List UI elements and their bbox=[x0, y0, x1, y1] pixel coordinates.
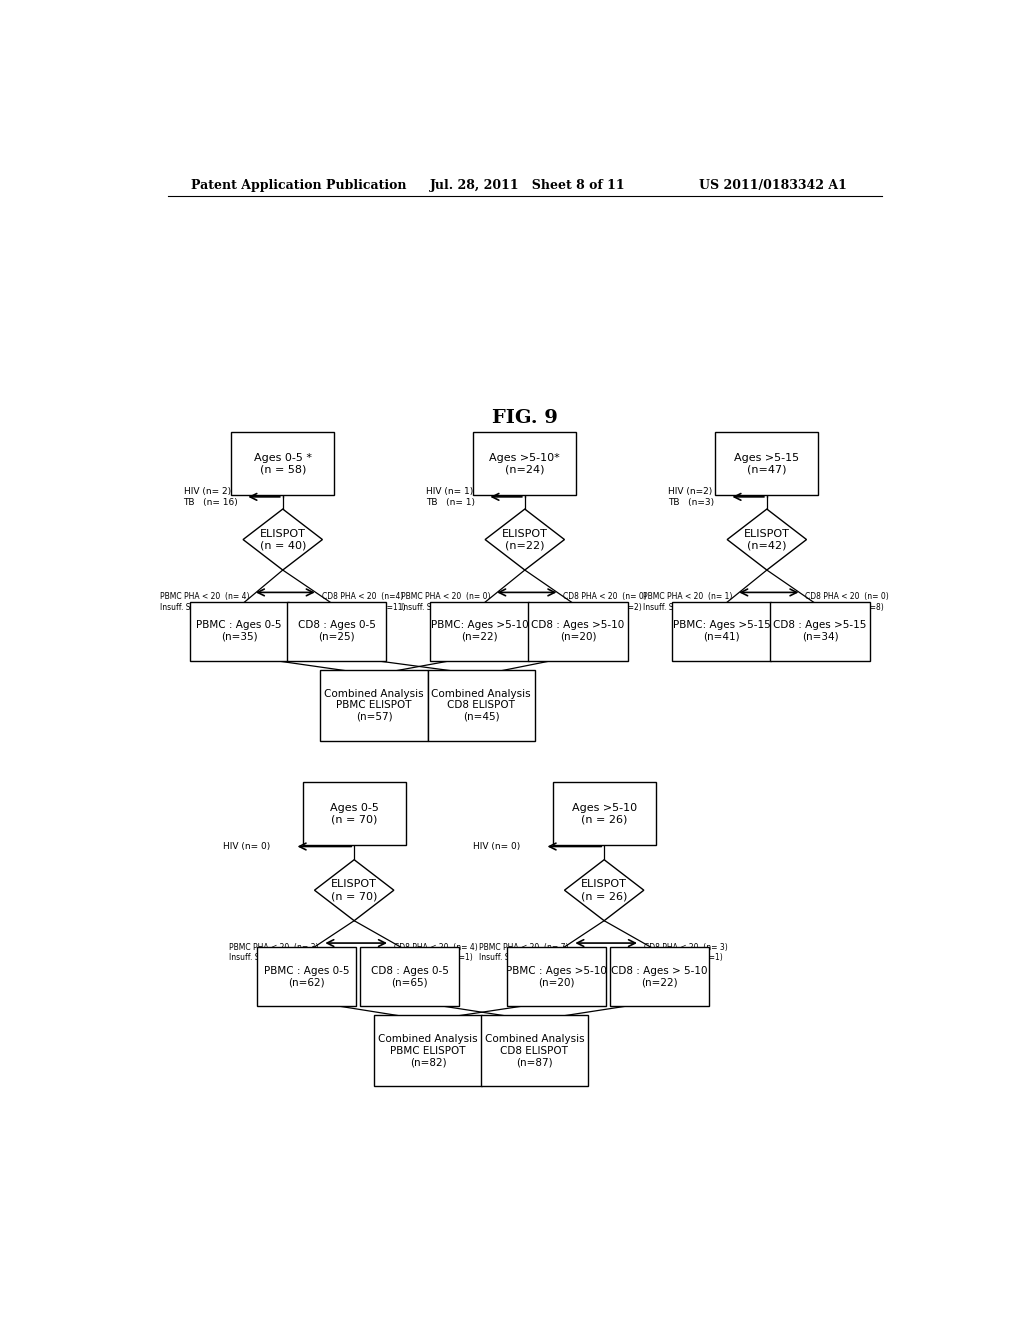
FancyBboxPatch shape bbox=[473, 432, 577, 495]
FancyBboxPatch shape bbox=[610, 948, 710, 1006]
Polygon shape bbox=[314, 859, 394, 921]
FancyBboxPatch shape bbox=[716, 432, 818, 495]
Text: ELISPOT
(n = 40): ELISPOT (n = 40) bbox=[259, 529, 306, 550]
Text: CD8 PHA < 20  (n=4)
Insuff. Sample (n=11): CD8 PHA < 20 (n=4) Insuff. Sample (n=11) bbox=[322, 593, 406, 611]
Text: Jul. 28, 2011   Sheet 8 of 11: Jul. 28, 2011 Sheet 8 of 11 bbox=[430, 180, 626, 193]
Text: HIV (n= 0): HIV (n= 0) bbox=[223, 842, 270, 851]
Text: ELISPOT
(n=22): ELISPOT (n=22) bbox=[502, 529, 548, 550]
Text: CD8 : Ages > 5-10
(n=22): CD8 : Ages > 5-10 (n=22) bbox=[611, 966, 708, 987]
FancyBboxPatch shape bbox=[375, 1015, 481, 1086]
Text: Combined Analysis
PBMC ELISPOT
(n=82): Combined Analysis PBMC ELISPOT (n=82) bbox=[378, 1034, 478, 1068]
FancyBboxPatch shape bbox=[770, 602, 869, 660]
Text: Combined Analysis
CD8 ELISPOT
(n=87): Combined Analysis CD8 ELISPOT (n=87) bbox=[484, 1034, 584, 1068]
FancyBboxPatch shape bbox=[507, 948, 606, 1006]
FancyBboxPatch shape bbox=[672, 602, 771, 660]
Text: PBMC PHA < 20  (n= 7)
Insuff. Sample (n=3): PBMC PHA < 20 (n= 7) Insuff. Sample (n=3… bbox=[479, 942, 568, 962]
Text: PBMC: Ages >5-15
(n=41): PBMC: Ages >5-15 (n=41) bbox=[673, 620, 770, 642]
Text: Combined Analysis
CD8 ELISPOT
(n=45): Combined Analysis CD8 ELISPOT (n=45) bbox=[431, 689, 531, 722]
Text: US 2011/0183342 A1: US 2011/0183342 A1 bbox=[699, 180, 847, 193]
FancyBboxPatch shape bbox=[430, 602, 529, 660]
Text: PBMC PHA < 20  (n= 0)
Insuff. Sample (n=0): PBMC PHA < 20 (n= 0) Insuff. Sample (n=0… bbox=[400, 593, 490, 611]
Text: ELISPOT
(n = 26): ELISPOT (n = 26) bbox=[581, 879, 628, 902]
Text: Ages >5-15
(n=47): Ages >5-15 (n=47) bbox=[734, 453, 800, 474]
Text: CD8 PHA < 20  (n= 0)
Insuff. Sample (n=2): CD8 PHA < 20 (n= 0) Insuff. Sample (n=2) bbox=[563, 593, 647, 611]
Text: CD8 PHA < 20  (n= 0)
Insuff. Sample (n=8): CD8 PHA < 20 (n= 0) Insuff. Sample (n=8) bbox=[805, 593, 889, 611]
FancyBboxPatch shape bbox=[528, 602, 628, 660]
Text: HIV (n= 2)
TB   (n= 16): HIV (n= 2) TB (n= 16) bbox=[183, 487, 239, 507]
FancyBboxPatch shape bbox=[287, 602, 386, 660]
Text: Ages >5-10*
(n=24): Ages >5-10* (n=24) bbox=[489, 453, 560, 474]
Text: PBMC PHA < 20  (n= 4)
Insuff. Sample (n=1): PBMC PHA < 20 (n= 4) Insuff. Sample (n=1… bbox=[160, 593, 249, 611]
FancyBboxPatch shape bbox=[480, 1015, 588, 1086]
Text: Combined Analysis
PBMC ELISPOT
(n=57): Combined Analysis PBMC ELISPOT (n=57) bbox=[325, 689, 424, 722]
Text: PBMC PHA < 20  (n= 3)
Insuff. Sample (n=5): PBMC PHA < 20 (n= 3) Insuff. Sample (n=5… bbox=[229, 942, 318, 962]
Text: ELISPOT
(n = 70): ELISPOT (n = 70) bbox=[331, 879, 378, 902]
Text: CD8 : Ages >5-10
(n=20): CD8 : Ages >5-10 (n=20) bbox=[531, 620, 625, 642]
Text: HIV (n= 0): HIV (n= 0) bbox=[473, 842, 520, 851]
Text: PBMC PHA < 20  (n= 1)
Insuff. Sample (n=0): PBMC PHA < 20 (n= 1) Insuff. Sample (n=0… bbox=[643, 593, 732, 611]
Text: Ages 0-5
(n = 70): Ages 0-5 (n = 70) bbox=[330, 803, 379, 825]
Polygon shape bbox=[485, 510, 564, 570]
Polygon shape bbox=[243, 510, 323, 570]
FancyBboxPatch shape bbox=[231, 432, 334, 495]
Text: CD8 PHA < 20  (n= 3)
Insuff. Sample (n=1): CD8 PHA < 20 (n= 3) Insuff. Sample (n=1) bbox=[644, 942, 728, 962]
Text: ELISPOT
(n=42): ELISPOT (n=42) bbox=[743, 529, 790, 550]
Text: Ages 0-5 *
(n = 58): Ages 0-5 * (n = 58) bbox=[254, 453, 311, 474]
FancyBboxPatch shape bbox=[303, 783, 406, 846]
FancyBboxPatch shape bbox=[257, 948, 356, 1006]
FancyBboxPatch shape bbox=[321, 669, 428, 741]
Text: PBMC : Ages 0-5
(n=62): PBMC : Ages 0-5 (n=62) bbox=[264, 966, 349, 987]
FancyBboxPatch shape bbox=[189, 602, 289, 660]
Text: CD8 : Ages 0-5
(n=25): CD8 : Ages 0-5 (n=25) bbox=[298, 620, 376, 642]
Text: PBMC : Ages >5-10
(n=20): PBMC : Ages >5-10 (n=20) bbox=[506, 966, 607, 987]
Polygon shape bbox=[727, 510, 807, 570]
Polygon shape bbox=[564, 859, 644, 921]
Text: HIV (n=2)
TB   (n=3): HIV (n=2) TB (n=3) bbox=[668, 487, 714, 507]
Text: CD8 PHA < 20  (n= 4)
Insuff. Sample (n=1): CD8 PHA < 20 (n= 4) Insuff. Sample (n=1) bbox=[394, 942, 477, 962]
Text: PBMC: Ages >5-10
(n=22): PBMC: Ages >5-10 (n=22) bbox=[431, 620, 528, 642]
Text: FIG. 9: FIG. 9 bbox=[492, 409, 558, 426]
Text: Ages >5-10
(n = 26): Ages >5-10 (n = 26) bbox=[571, 803, 637, 825]
FancyBboxPatch shape bbox=[428, 669, 535, 741]
Text: PBMC : Ages 0-5
(n=35): PBMC : Ages 0-5 (n=35) bbox=[197, 620, 282, 642]
Text: CD8 : Ages 0-5
(n=65): CD8 : Ages 0-5 (n=65) bbox=[371, 966, 449, 987]
Text: HIV (n= 1)
TB   (n= 1): HIV (n= 1) TB (n= 1) bbox=[426, 487, 474, 507]
Text: Patent Application Publication: Patent Application Publication bbox=[191, 180, 407, 193]
FancyBboxPatch shape bbox=[360, 948, 460, 1006]
Text: CD8 : Ages >5-15
(n=34): CD8 : Ages >5-15 (n=34) bbox=[773, 620, 866, 642]
FancyBboxPatch shape bbox=[553, 783, 655, 846]
